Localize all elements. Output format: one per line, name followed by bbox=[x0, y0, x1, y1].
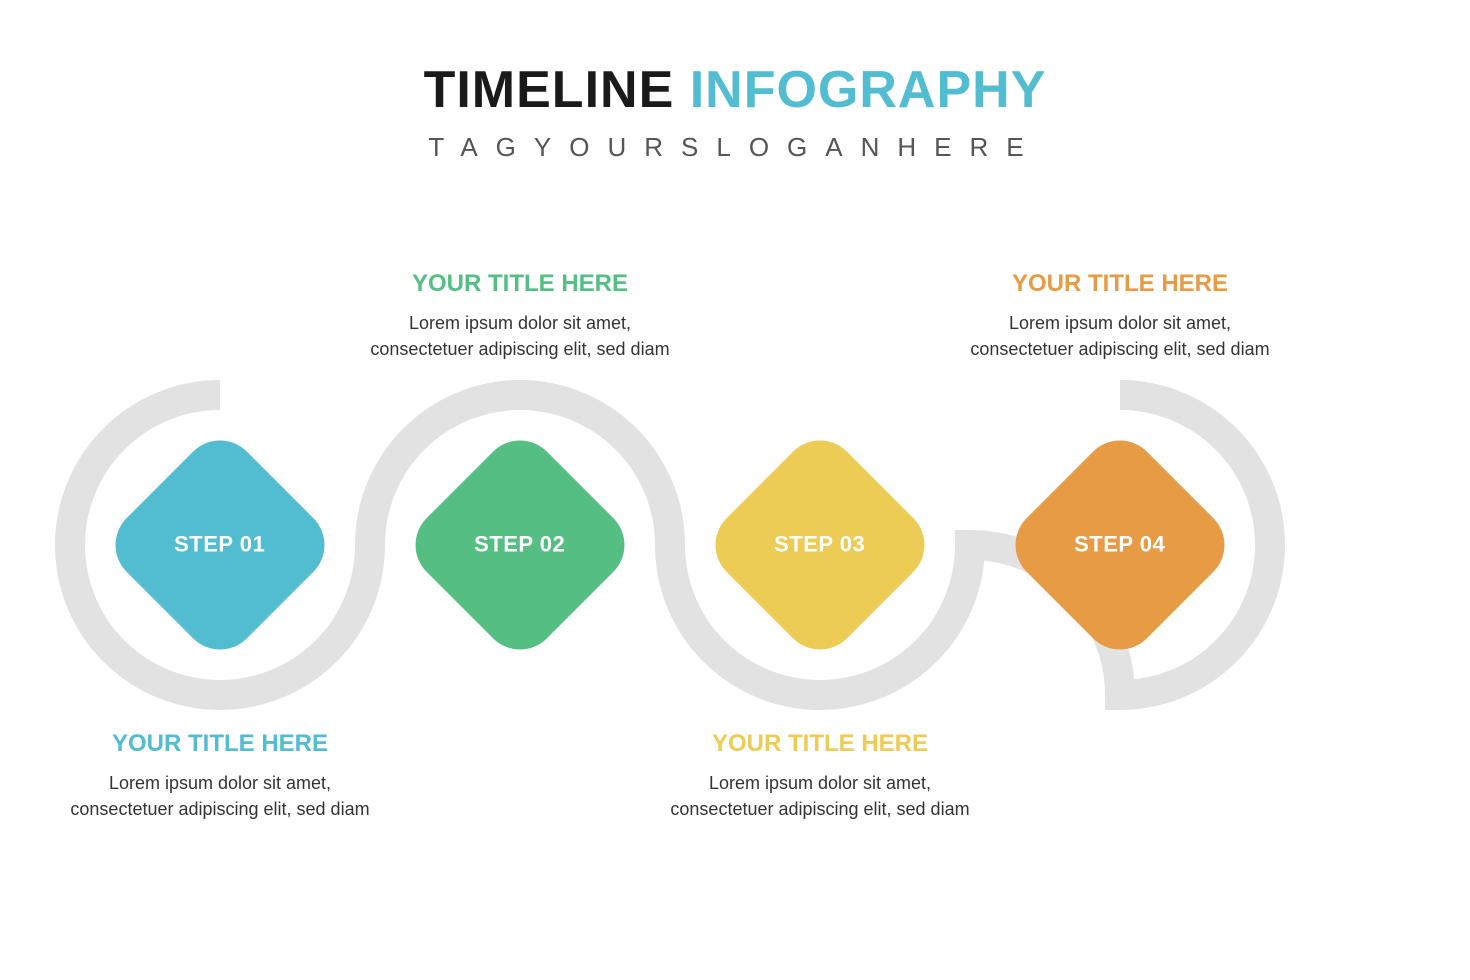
step-block-4: YOUR TITLE HERE Lorem ipsum dolor sit am… bbox=[965, 270, 1275, 362]
step-label-2: STEP 02 bbox=[474, 532, 565, 558]
step-title-2: YOUR TITLE HERE bbox=[365, 270, 675, 298]
step-block-2: YOUR TITLE HERE Lorem ipsum dolor sit am… bbox=[365, 270, 675, 362]
slogan: TAGYOURSLOGANHERE bbox=[0, 132, 1470, 163]
step-block-3: YOUR TITLE HERE Lorem ipsum dolor sit am… bbox=[665, 730, 975, 822]
main-title: TIMELINE INFOGRAPHY bbox=[0, 60, 1470, 120]
step-title-1: YOUR TITLE HERE bbox=[65, 730, 375, 758]
title-part-2: INFOGRAPHY bbox=[690, 61, 1047, 119]
step-body-2: Lorem ipsum dolor sit amet, consectetuer… bbox=[365, 310, 675, 362]
timeline-stage: STEP 01 YOUR TITLE HERE Lorem ipsum dolo… bbox=[0, 260, 1470, 960]
step-body-1: Lorem ipsum dolor sit amet, consectetuer… bbox=[65, 770, 375, 822]
step-label-4: STEP 04 bbox=[1074, 532, 1165, 558]
step-label-3: STEP 03 bbox=[774, 532, 865, 558]
step-block-1: YOUR TITLE HERE Lorem ipsum dolor sit am… bbox=[65, 730, 375, 822]
step-label-1: STEP 01 bbox=[174, 532, 265, 558]
step-title-4: YOUR TITLE HERE bbox=[965, 270, 1275, 298]
step-title-3: YOUR TITLE HERE bbox=[665, 730, 975, 758]
title-part-1: TIMELINE bbox=[424, 61, 675, 119]
header: TIMELINE INFOGRAPHY TAGYOURSLOGANHERE bbox=[0, 0, 1470, 163]
step-body-3: Lorem ipsum dolor sit amet, consectetuer… bbox=[665, 770, 975, 822]
step-body-4: Lorem ipsum dolor sit amet, consectetuer… bbox=[965, 310, 1275, 362]
